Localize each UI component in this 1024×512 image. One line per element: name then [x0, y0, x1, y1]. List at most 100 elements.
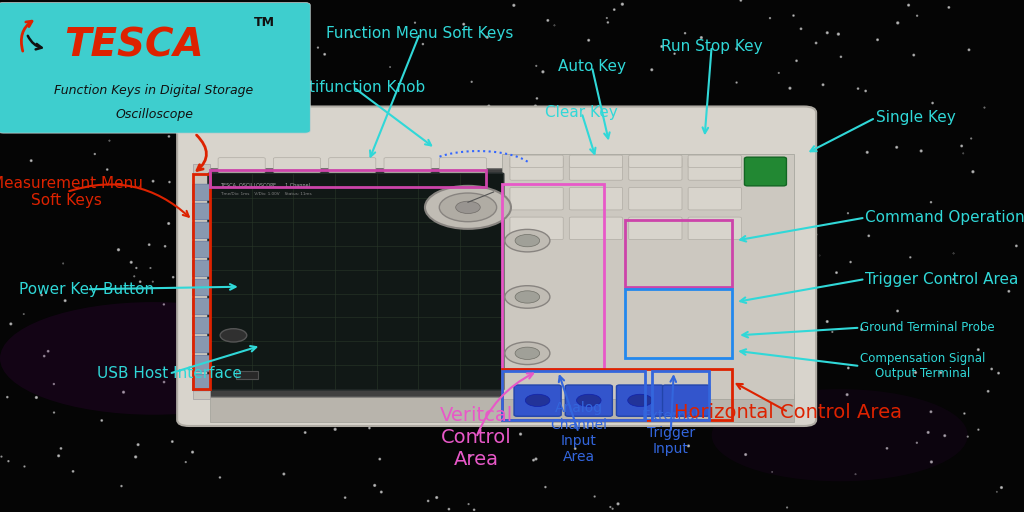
Point	[833, 53, 849, 61]
Point	[221, 177, 238, 185]
FancyBboxPatch shape	[193, 279, 210, 296]
Text: Horizontal Control Area: Horizontal Control Area	[675, 402, 902, 422]
FancyBboxPatch shape	[569, 155, 623, 167]
Circle shape	[515, 234, 540, 247]
Point	[270, 306, 287, 314]
Point	[610, 500, 627, 508]
Point	[764, 285, 780, 293]
Text: Ground Terminal Probe: Ground Terminal Probe	[860, 321, 994, 334]
Point	[309, 44, 326, 52]
Point	[900, 1, 916, 9]
Bar	[502, 184, 604, 369]
Point	[755, 263, 771, 271]
Point	[475, 304, 492, 312]
FancyBboxPatch shape	[688, 187, 741, 210]
FancyBboxPatch shape	[514, 385, 561, 416]
Point	[740, 382, 757, 390]
Point	[427, 325, 443, 333]
Text: Command Operation Keys: Command Operation Keys	[865, 210, 1024, 225]
Point	[243, 108, 259, 116]
Point	[357, 260, 374, 268]
Point	[548, 112, 564, 120]
Point	[275, 470, 292, 478]
Point	[55, 260, 72, 268]
FancyBboxPatch shape	[565, 385, 612, 416]
Point	[963, 134, 979, 142]
FancyBboxPatch shape	[629, 217, 682, 240]
Point	[667, 172, 683, 180]
Point	[331, 151, 347, 159]
Point	[657, 185, 674, 194]
Point	[142, 264, 159, 272]
Point	[889, 143, 905, 152]
Point	[751, 362, 767, 371]
Point	[451, 267, 467, 275]
Point	[275, 367, 292, 375]
Point	[17, 81, 34, 90]
Point	[779, 503, 796, 511]
Text: Single Key: Single Key	[876, 110, 955, 125]
Point	[372, 455, 388, 463]
Point	[562, 357, 579, 366]
Point	[316, 50, 333, 58]
Point	[902, 253, 919, 262]
Point	[737, 451, 754, 459]
Point	[440, 505, 457, 512]
FancyBboxPatch shape	[688, 155, 741, 167]
FancyBboxPatch shape	[273, 158, 321, 173]
Circle shape	[505, 286, 550, 308]
Point	[606, 6, 623, 14]
Point	[793, 25, 809, 33]
FancyBboxPatch shape	[510, 217, 563, 240]
Point	[203, 269, 219, 277]
FancyBboxPatch shape	[0, 3, 310, 133]
Point	[808, 39, 824, 47]
Point	[382, 63, 398, 71]
Point	[959, 433, 976, 441]
FancyBboxPatch shape	[510, 187, 563, 210]
Point	[130, 67, 146, 75]
Point	[840, 209, 856, 217]
Point	[828, 268, 845, 276]
Point	[955, 150, 972, 158]
Point	[466, 216, 482, 224]
Point	[859, 148, 876, 156]
Point	[240, 392, 256, 400]
Point	[87, 150, 103, 158]
Point	[156, 301, 172, 309]
Point	[126, 272, 142, 281]
Point	[420, 497, 436, 505]
Point	[471, 346, 487, 354]
Point	[144, 177, 161, 185]
Point	[840, 364, 856, 372]
Point	[596, 297, 612, 306]
Point	[815, 81, 831, 89]
Point	[444, 316, 461, 325]
Point	[546, 22, 562, 30]
Point	[847, 470, 863, 478]
Point	[93, 416, 110, 424]
Point	[244, 343, 260, 351]
FancyBboxPatch shape	[193, 241, 210, 258]
Point	[379, 319, 395, 327]
Point	[266, 87, 283, 95]
Point	[808, 230, 824, 239]
Text: Clear Key: Clear Key	[545, 105, 618, 120]
FancyBboxPatch shape	[688, 158, 741, 180]
Point	[66, 51, 82, 59]
Point	[879, 444, 895, 453]
Point	[651, 401, 668, 410]
Point	[46, 94, 62, 102]
Point	[680, 442, 696, 450]
Point	[329, 358, 345, 367]
Point	[746, 403, 763, 412]
Point	[479, 33, 496, 41]
Point	[529, 379, 546, 387]
Point	[599, 14, 615, 22]
FancyBboxPatch shape	[193, 184, 210, 201]
Point	[23, 157, 39, 165]
Circle shape	[525, 394, 550, 407]
Point	[422, 329, 438, 337]
Point	[980, 387, 996, 395]
Point	[923, 198, 939, 206]
